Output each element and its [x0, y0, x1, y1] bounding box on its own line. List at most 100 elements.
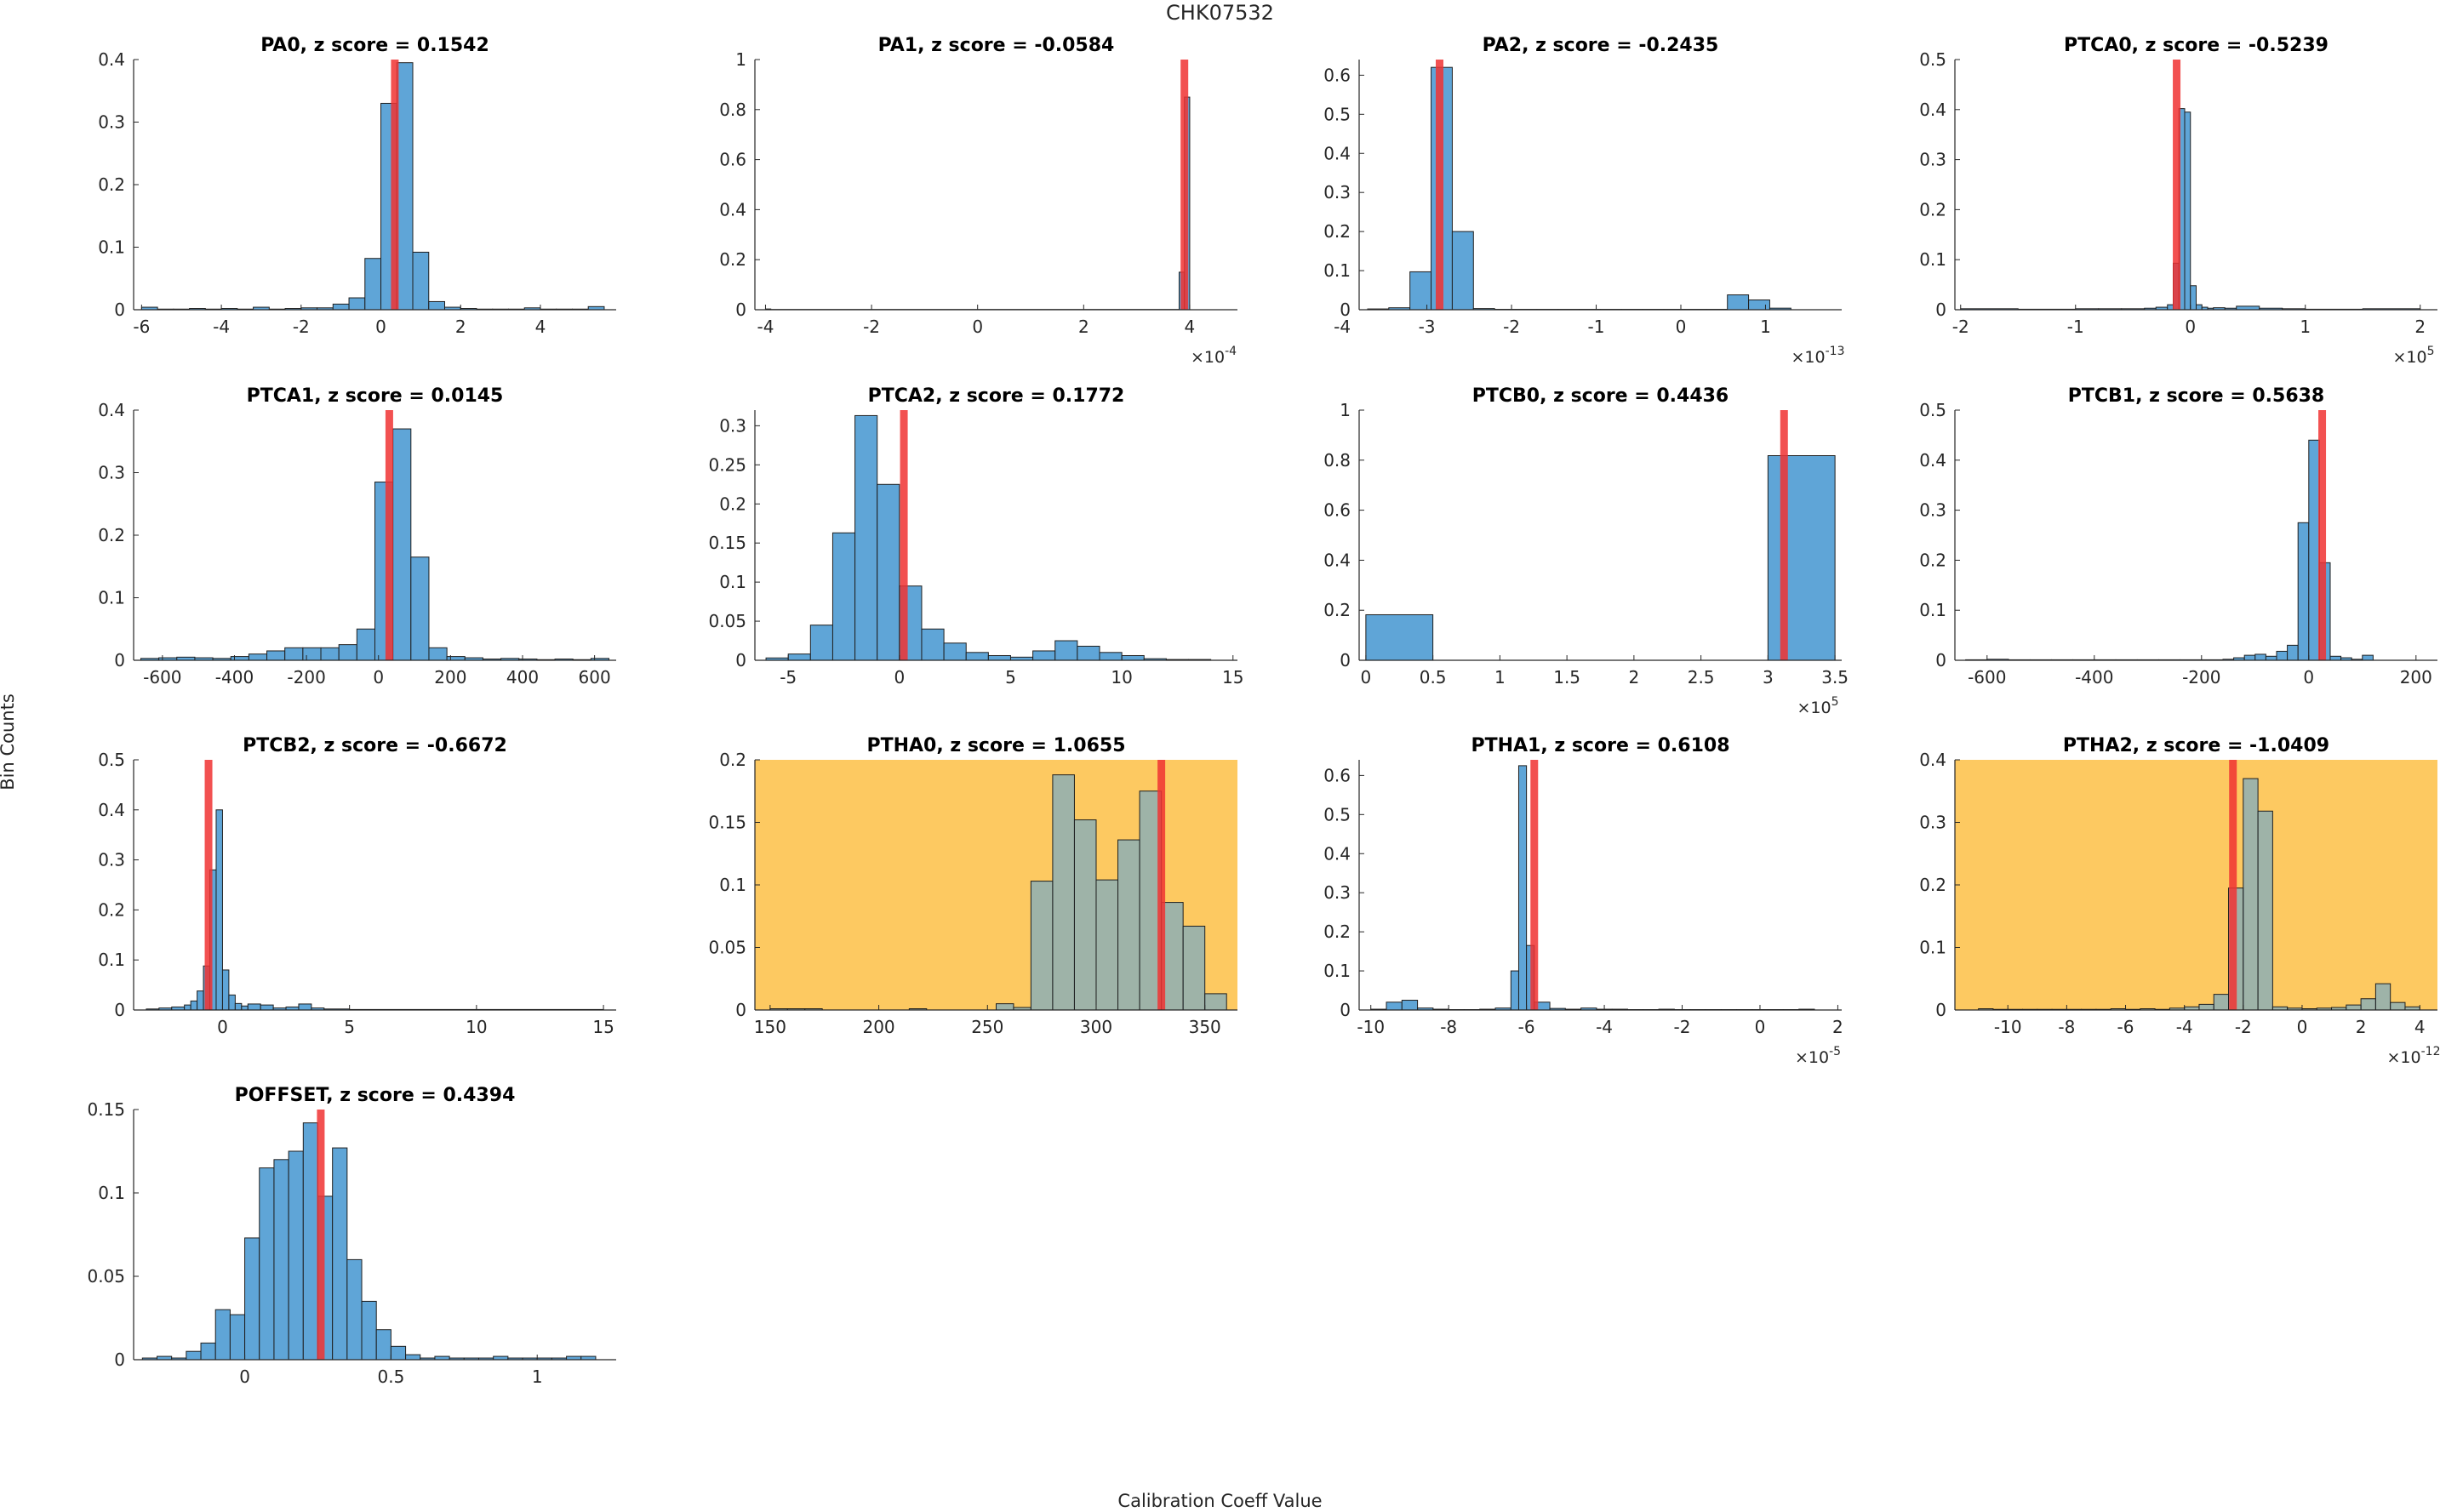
x-tick-label: 10: [1111, 667, 1132, 688]
histogram-bar: [877, 483, 900, 661]
value-marker-line: [2318, 410, 2327, 660]
subplot-title: PTCA0, z score = -0.5239: [2064, 35, 2329, 56]
histogram-bar: [396, 62, 414, 311]
histogram-bar: [390, 1345, 407, 1361]
axis-exponent-label: ×10-13: [1791, 345, 1845, 367]
subplot-title: PTHA1, z score = 0.6108: [1471, 735, 1729, 756]
histogram-bar: [2257, 810, 2273, 1011]
figure-ylabel: Bin Counts: [0, 693, 18, 790]
y-tick-label: 0.6: [1323, 765, 1351, 785]
y-tick-label: 0: [114, 300, 125, 320]
x-tick-label: 0: [217, 1017, 228, 1037]
histogram-bar: [854, 414, 878, 661]
y-tick-label: 0: [1935, 1000, 1946, 1020]
x-tick-label: 0: [2297, 1017, 2308, 1037]
subplot-title: PTHA0, z score = 1.0655: [866, 735, 1125, 756]
x-tick-label: -4: [1596, 1017, 1613, 1037]
x-tick-label: 2: [1078, 317, 1089, 337]
y-tick-label: 0.15: [708, 813, 746, 833]
subplot-5: 0 0.1 0.2 0.3 0.4 -600 -400 -200 0 200 400 600 PTCA1…: [98, 385, 616, 688]
y-tick-label: 0.3: [1323, 882, 1351, 903]
value-marker-line: [2173, 60, 2181, 310]
x-tick-label: -6: [1518, 1017, 1535, 1037]
x-tick-label: 0: [375, 317, 386, 337]
y-tick-label: 0.1: [98, 588, 125, 608]
axis-exponent-label: ×105: [1797, 695, 1838, 717]
y-tick-label: 0: [735, 300, 746, 320]
x-tick-label: -8: [2058, 1017, 2075, 1037]
x-tick-label: 2: [455, 317, 466, 337]
x-tick-label: 200: [2400, 667, 2432, 688]
x-tick-label: 1: [532, 1367, 543, 1387]
y-tick-label: 1: [1340, 400, 1351, 420]
histogram-bar: [2236, 305, 2260, 311]
x-tick-label: 0: [2303, 667, 2314, 688]
x-tick-label: 1: [2300, 317, 2311, 337]
histogram-bar: [921, 628, 945, 661]
histogram-bar: [260, 1004, 274, 1011]
histogram-bar: [338, 644, 357, 661]
y-tick-label: 0: [1340, 650, 1351, 670]
y-tick-label: 0.5: [1919, 400, 1946, 420]
histogram-bar: [2297, 522, 2310, 661]
histogram-bar: [197, 990, 204, 1011]
y-tick-label: 0.1: [719, 572, 746, 592]
histogram-bar: [200, 1342, 216, 1361]
x-tick-label: -1: [1588, 317, 1605, 337]
histogram-bar: [346, 1258, 363, 1361]
highlight-background: [1955, 760, 2437, 1010]
x-tick-label: -1: [2067, 317, 2084, 337]
x-tick-label: 15: [1222, 667, 1243, 688]
x-tick-label: -4: [213, 317, 230, 337]
y-tick-label: 0.3: [1919, 150, 1946, 170]
histogram-bar: [1767, 455, 1836, 661]
y-tick-label: 0.2: [1919, 875, 1946, 895]
histogram-bar: [1727, 294, 1750, 311]
subplot-1: 0 0.1 0.2 0.3 0.4 -6 -4 -2 0 2 4 PA0, z score = 0.1…: [98, 35, 616, 337]
histogram-bar: [247, 1003, 261, 1011]
y-tick-label: 0.1: [719, 875, 746, 895]
subplot-title: POFFSET, z score = 0.4394: [235, 1085, 516, 1106]
y-tick-label: 0.4: [1919, 450, 1946, 471]
x-tick-label: -400: [2075, 667, 2113, 688]
subplot-8: 0 0.1 0.2 0.3 0.4 0.5 -600 -400 -200 0 200 PTCB1, z…: [1919, 385, 2437, 688]
histogram-bar: [1401, 1000, 1419, 1011]
histogram-bar: [2184, 111, 2191, 311]
subplot-title: PTCA2, z score = 0.1772: [868, 385, 1125, 407]
y-tick-label: 0.1: [1323, 961, 1351, 981]
y-tick-label: 0.4: [98, 800, 125, 820]
histogram-bar: [298, 1003, 312, 1011]
subplot-title: PTCB0, z score = 0.4436: [1472, 385, 1729, 407]
y-tick-label: 0.4: [1919, 100, 1946, 120]
x-tick-label: 0: [972, 317, 983, 337]
x-tick-label: -200: [287, 667, 325, 688]
y-tick-label: 0.6: [719, 150, 746, 170]
y-tick-label: 0.4: [1919, 750, 1946, 770]
x-tick-label: 0: [1361, 667, 1372, 688]
histogram-bar: [234, 1002, 243, 1011]
histogram-bar: [230, 656, 249, 661]
x-tick-label: -400: [215, 667, 254, 688]
x-tick-label: 1.5: [1553, 667, 1580, 688]
y-tick-label: 0.2: [1919, 199, 1946, 220]
histogram-bar: [214, 1309, 231, 1361]
y-tick-label: 0.1: [1919, 600, 1946, 620]
histogram-bar: [428, 647, 448, 661]
x-tick-label: -2: [293, 317, 310, 337]
subplot-9: 0 0.1 0.2 0.3 0.4 0.5 0 5 10 15 PTCB2, z score = -…: [98, 735, 616, 1037]
histogram-bar: [1121, 654, 1145, 661]
x-tick-label: 0: [239, 1367, 250, 1387]
y-tick-label: 0.5: [1323, 804, 1351, 824]
x-tick-label: 0: [373, 667, 384, 688]
y-tick-label: 0.15: [87, 1099, 125, 1120]
histogram-bar: [1517, 765, 1528, 1011]
value-marker-line: [391, 60, 399, 310]
histogram-bar: [1054, 640, 1078, 661]
y-tick-label: 0.25: [708, 454, 746, 475]
histogram-bar: [302, 1122, 318, 1361]
subplot-title: PA0, z score = 0.1542: [260, 35, 489, 56]
x-tick-label: -2: [1674, 1017, 1691, 1037]
histogram-bar: [1182, 926, 1206, 1011]
value-marker-line: [1157, 760, 1166, 1010]
